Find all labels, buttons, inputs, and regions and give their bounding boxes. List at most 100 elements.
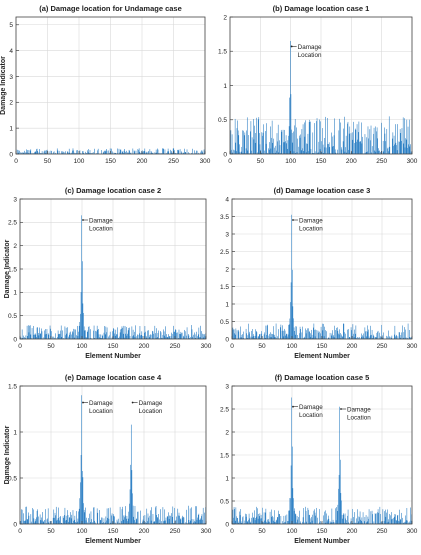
bar [358,132,359,154]
bar [246,333,247,339]
bar [125,334,126,339]
bar [361,521,362,524]
bar [85,330,86,339]
bar [276,151,277,154]
bar [107,508,108,524]
bar [253,119,254,154]
bar [153,331,154,339]
bar [355,334,356,339]
bar [407,521,408,524]
bar [370,129,371,154]
bar [354,143,355,154]
bar [394,136,395,154]
bar [408,324,409,339]
bar [169,516,170,524]
bar [70,333,71,339]
bar [84,512,85,524]
bar [339,335,340,339]
x-axis-label: Element Number [294,353,350,360]
bar [295,335,296,339]
bar [126,519,127,524]
bar [156,328,157,339]
bar [246,514,247,524]
bar [249,514,250,524]
bar [344,332,345,339]
bar [304,122,305,154]
bar [168,517,169,524]
annotation-line1: Damage [299,217,323,224]
bar [25,521,26,524]
bar [80,150,81,154]
bar [309,515,310,524]
bar [19,151,20,154]
bar [353,334,354,339]
chart-title: (c) Damage location case 2 [65,186,161,195]
bar [24,521,25,524]
bar [242,147,243,154]
bar [196,151,197,154]
bar [324,336,325,339]
bar [242,334,243,339]
bar [357,124,358,154]
bar [329,142,330,154]
bar [37,149,38,154]
bar [364,521,365,524]
bar [56,507,57,524]
bar [234,329,235,339]
bar [378,331,379,339]
bar [71,515,72,524]
bar [341,501,342,524]
bar [308,328,309,339]
bar [384,521,385,524]
bar [45,509,46,524]
bar [297,335,298,339]
bar [85,508,86,524]
bar [82,471,83,524]
bar [99,510,100,524]
bar [181,332,182,339]
bar [354,512,355,524]
bar [378,148,379,154]
bar [342,336,343,339]
bar [255,520,256,524]
bar [192,519,193,524]
bar [45,329,46,339]
bar [158,518,159,524]
bar [314,509,315,524]
bar [378,509,379,524]
bar [372,146,373,154]
bar [252,329,253,339]
bar [203,508,204,524]
x-tick-label: 50 [258,343,266,350]
bar [308,508,309,524]
bar [393,518,394,524]
bar [366,515,367,524]
bar [81,455,82,524]
bar [238,130,239,154]
bar [295,119,296,154]
bar [363,334,364,339]
bar [328,144,329,154]
x-tick-label: 0 [18,528,22,535]
bar [37,509,38,524]
y-tick-label: 5 [9,22,13,29]
bar [23,336,24,339]
annotation-line2: Location [139,408,163,415]
y-tick-label: 3.5 [220,214,229,221]
bar [376,131,377,154]
bar [198,334,199,339]
bar [278,511,279,524]
bar [184,149,185,154]
bar [324,138,325,154]
bar [335,149,336,154]
bar [238,135,239,154]
y-tick-label: 3 [9,74,13,81]
bar [252,137,253,154]
bar [150,149,151,154]
bar [378,513,379,524]
bar [79,509,80,524]
bar [261,334,262,339]
bar [410,146,411,154]
bar [251,518,252,524]
